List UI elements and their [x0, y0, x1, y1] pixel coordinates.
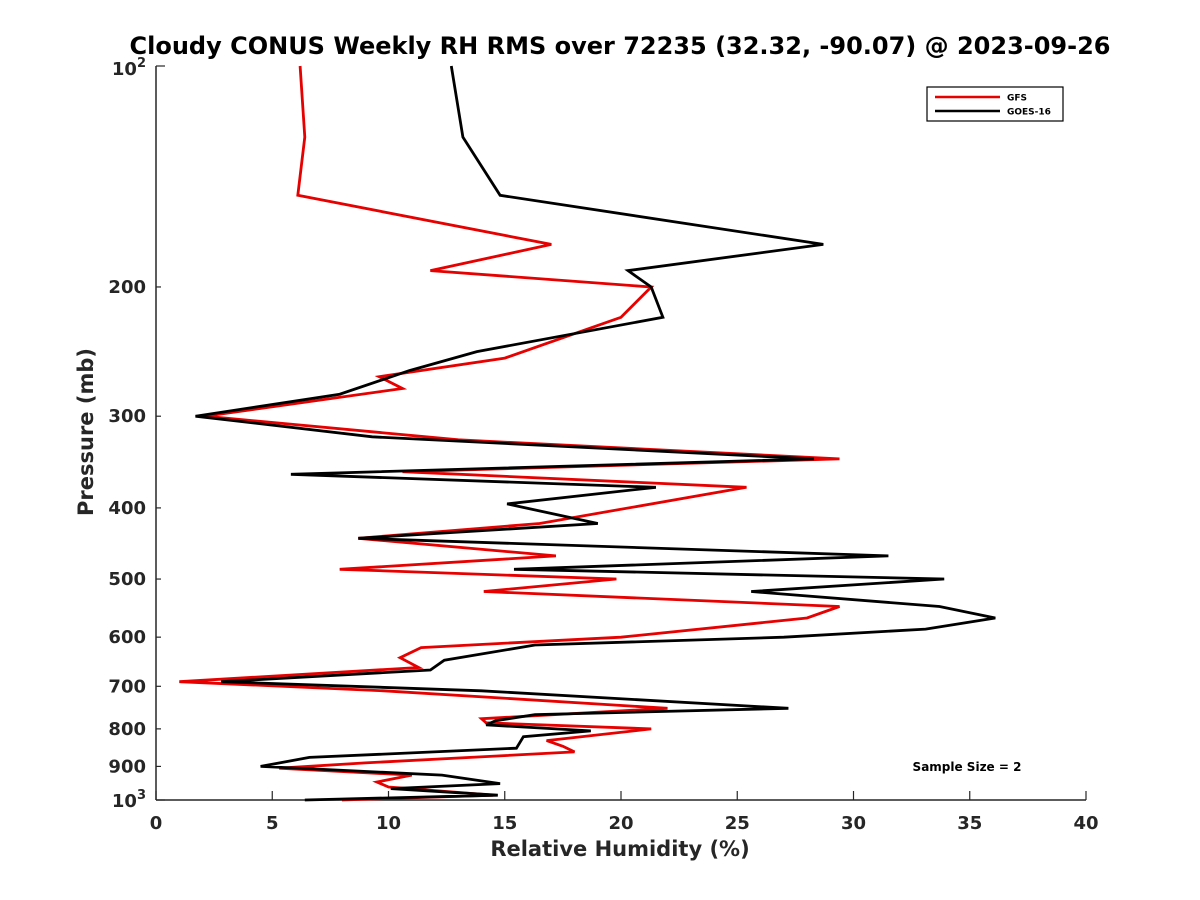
- y-tick-label-bottom: 103: [112, 788, 146, 812]
- x-tick-label: 35: [957, 813, 982, 834]
- y-tick-top-exponent: 2: [137, 56, 146, 71]
- x-tick-label: 25: [725, 813, 750, 834]
- y-tick-label: 400: [108, 498, 146, 519]
- y-tick-label: 800: [108, 719, 146, 740]
- x-axis-label: Relative Humidity (%): [490, 837, 749, 861]
- chart-title: Cloudy CONUS Weekly RH RMS over 72235 (3…: [130, 32, 1111, 60]
- x-tick-label: 40: [1073, 813, 1098, 834]
- series-line-goes-16: [195, 65, 996, 802]
- y-tick-label: 500: [108, 569, 146, 590]
- y-tick-bottom-exponent: 3: [137, 788, 146, 803]
- x-tick-label: 15: [492, 813, 517, 834]
- legend[interactable]: GFS GOES-16: [926, 86, 1064, 122]
- plot-area: 0 5 10 15 20 25 30 35 40 200 300 400 500 600 700 800 900…: [108, 56, 1098, 834]
- legend-label-gfs: GFS: [1007, 94, 1027, 104]
- x-tick-label: 10: [376, 813, 401, 834]
- series-line-gfs: [179, 65, 840, 802]
- x-tick-label: 30: [841, 813, 866, 834]
- y-tick-top-base: 10: [112, 59, 137, 80]
- y-tick-label: 700: [108, 676, 146, 697]
- legend-box: [926, 86, 1064, 122]
- x-tick-label: 5: [266, 813, 279, 834]
- y-tick-label: 900: [108, 756, 146, 777]
- y-axis-label: Pressure (mb): [74, 348, 98, 516]
- legend-label-goes-16: GOES-16: [1007, 108, 1051, 118]
- x-tick-label: 20: [608, 813, 633, 834]
- y-tick-label: 600: [108, 627, 146, 648]
- x-tick-label: 0: [150, 813, 163, 834]
- y-tick-bottom-base: 10: [112, 791, 137, 812]
- y-tick-label-top: 102: [112, 56, 146, 80]
- y-tick-label: 200: [108, 277, 146, 298]
- sample-size-annotation: Sample Size = 2: [913, 760, 1022, 774]
- y-tick-label: 300: [108, 406, 146, 427]
